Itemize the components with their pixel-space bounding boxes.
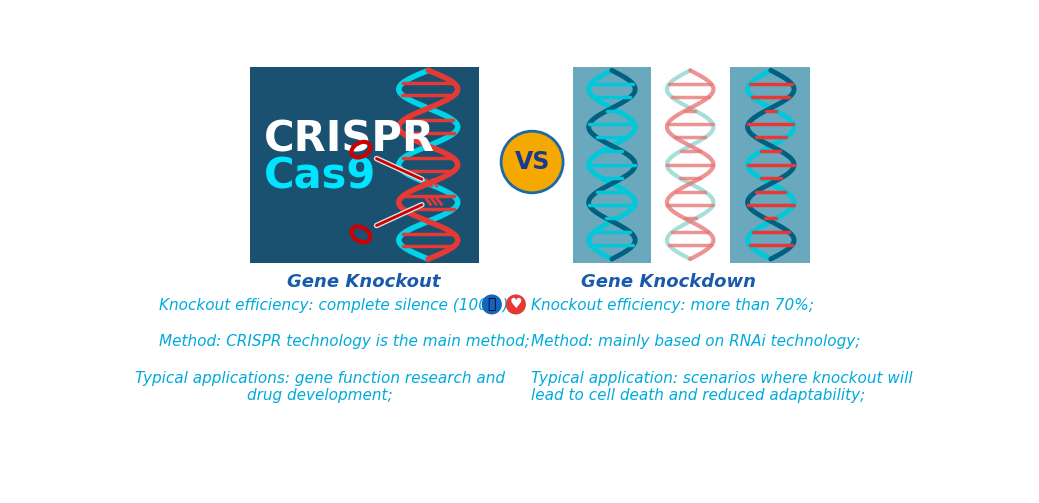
Text: Gene Knockdown: Gene Knockdown: [581, 273, 756, 291]
Circle shape: [506, 294, 526, 314]
Text: Knockout efficiency: more than 70%;: Knockout efficiency: more than 70%;: [531, 297, 815, 312]
Text: CRISPR: CRISPR: [264, 119, 435, 161]
Circle shape: [482, 294, 502, 314]
FancyBboxPatch shape: [574, 66, 809, 263]
FancyBboxPatch shape: [651, 66, 729, 263]
Text: VS: VS: [514, 150, 550, 174]
Text: Knockout efficiency: complete silence (100%);: Knockout efficiency: complete silence (1…: [159, 297, 514, 312]
Text: 👍: 👍: [487, 297, 496, 311]
Circle shape: [501, 131, 563, 193]
Text: Cas9: Cas9: [264, 155, 376, 197]
Text: Method: CRISPR technology is the main method;: Method: CRISPR technology is the main me…: [159, 333, 530, 349]
FancyBboxPatch shape: [250, 66, 479, 263]
Text: Method: mainly based on RNAi technology;: Method: mainly based on RNAi technology;: [531, 333, 860, 349]
Text: Typical applications: gene function research and
drug development;: Typical applications: gene function rese…: [135, 371, 505, 403]
Text: ♥: ♥: [509, 297, 522, 311]
Text: Gene Knockout: Gene Knockout: [287, 273, 441, 291]
Text: Typical application: scenarios where knockout will
lead to cell death and reduce: Typical application: scenarios where kno…: [531, 371, 913, 403]
